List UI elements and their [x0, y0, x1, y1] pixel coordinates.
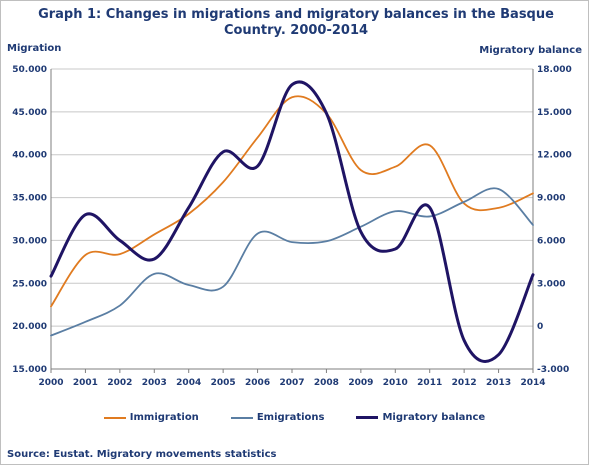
x-tick-label: 2012 [452, 378, 477, 388]
x-tick-label: 2013 [486, 378, 511, 388]
legend-swatch-migratory-balance [356, 416, 379, 419]
legend-label-emigrations: Emigrations [256, 412, 325, 423]
left-tick-label: 45.000 [12, 108, 47, 118]
x-tick-label: 2002 [107, 378, 132, 388]
plot-area: 15.000 -3.000 20.000 0 25.000 3.000 30.000 6.00… [12, 65, 572, 388]
legend-label-immigration: Immigration [129, 412, 199, 423]
series-line-emigrations [50, 187, 534, 337]
legend-swatch-immigration [103, 416, 126, 419]
legend: Immigration Emigrations Migratory balanc… [1, 412, 588, 423]
x-tick-label: 2000 [38, 378, 63, 388]
right-axis-title: Migratory balance [479, 45, 582, 56]
right-tick-label: 6.000 [537, 236, 565, 246]
left-tick-label: 20.000 [12, 322, 47, 332]
legend-item-emigrations: Emigrations [230, 412, 325, 423]
right-tick-label: 0 [537, 322, 543, 332]
left-tick-label: 15.000 [12, 365, 47, 375]
left-tick-label: 30.000 [12, 236, 47, 246]
x-tick-label: 2004 [176, 378, 201, 388]
right-tick-label: 12.000 [537, 151, 572, 161]
x-tick-label: 2008 [314, 378, 339, 388]
right-tick-label: 9.000 [537, 194, 565, 204]
legend-swatch-emigrations [230, 416, 253, 419]
x-tick-label: 2005 [211, 378, 236, 388]
left-tick-label: 50.000 [12, 65, 47, 75]
legend-label-migratory-balance: Migratory balance [382, 412, 486, 423]
x-tick-label: 2011 [417, 378, 442, 388]
series-line-migratory-balance [49, 80, 535, 363]
left-tick-label: 40.000 [12, 151, 47, 161]
right-tick-label: 3.000 [537, 279, 565, 289]
series-line-immigration [50, 95, 534, 308]
x-tick-label: 2009 [348, 378, 373, 388]
x-tick-label: 2006 [245, 378, 270, 388]
x-tick-label: 2014 [520, 378, 545, 388]
right-tick-label: 15.000 [537, 108, 572, 118]
chart-title: Graph 1: Changes in migrations and migra… [38, 7, 554, 38]
legend-item-migratory-balance: Migratory balance [356, 412, 485, 423]
left-tick-label: 35.000 [12, 194, 47, 204]
x-tick-label: 2010 [383, 378, 408, 388]
x-tick-label: 2007 [279, 378, 304, 388]
x-tick-label: 2003 [142, 378, 167, 388]
left-tick-label: 25.000 [12, 279, 47, 289]
source-note: Source: Eustat. Migratory movements stat… [7, 449, 277, 460]
right-tick-label: 18.000 [537, 65, 572, 75]
right-tick-label: -3.000 [537, 365, 569, 375]
legend-item-immigration: Immigration [103, 412, 199, 423]
left-axis-title: Migration [7, 43, 62, 54]
x-tick-label: 2001 [73, 378, 98, 388]
